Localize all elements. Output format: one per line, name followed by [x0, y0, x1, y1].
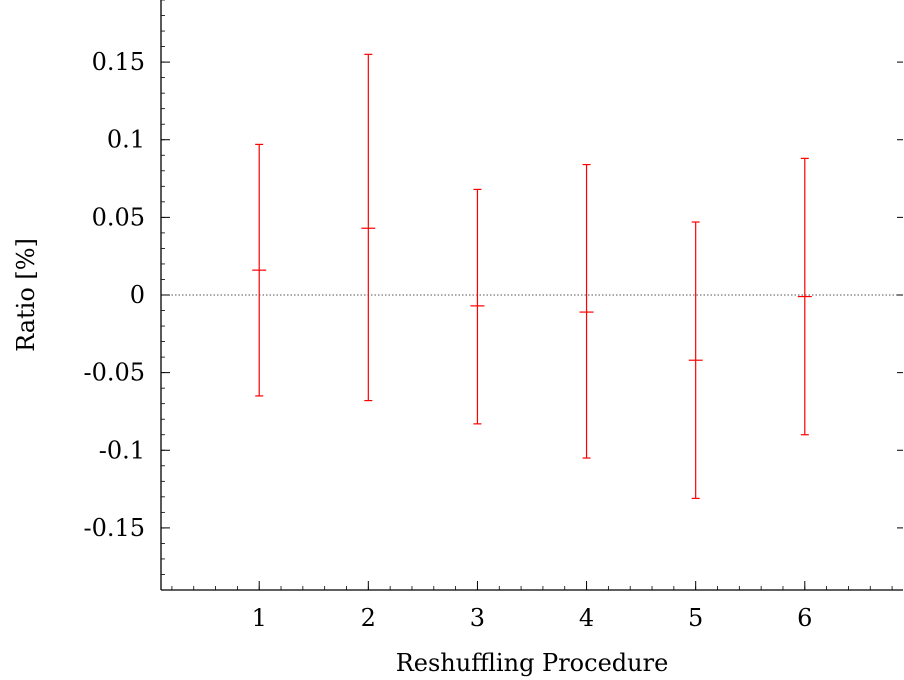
y-tick-label: -0.1 — [99, 436, 145, 464]
error-bar-point — [252, 143, 267, 397]
x-tick-label: 5 — [688, 604, 703, 632]
x-ticks: 1 2 3 4 5 6 — [171, 581, 893, 632]
y-tick-label: 0.05 — [92, 203, 145, 231]
x-tick-label: 3 — [470, 604, 485, 632]
x-tick-label: 4 — [579, 604, 594, 632]
error-bar-point — [361, 53, 376, 402]
x-tick-label: 1 — [252, 604, 267, 632]
y-tick-label: 0 — [130, 281, 145, 309]
y-axis-title: Ratio [%] — [12, 238, 40, 352]
x-axis-title: Reshuffling Procedure — [396, 649, 669, 677]
error-bar-point — [688, 221, 703, 499]
error-bar-point — [797, 157, 812, 436]
x-tick-label: 2 — [361, 604, 376, 632]
error-bar-point — [579, 163, 594, 459]
error-bar-series — [252, 53, 812, 499]
x-tick-label: 6 — [797, 604, 812, 632]
error-bar-point — [470, 188, 485, 425]
y-tick-label: -0.15 — [83, 514, 145, 542]
y-tick-label: -0.05 — [83, 359, 145, 387]
y-ticks: 0.15 0.1 0.05 0 -0.05 -0.1 -0.15 — [83, 0, 903, 591]
y-tick-label: 0.15 — [92, 48, 145, 76]
y-tick-label: 0.1 — [107, 126, 145, 154]
